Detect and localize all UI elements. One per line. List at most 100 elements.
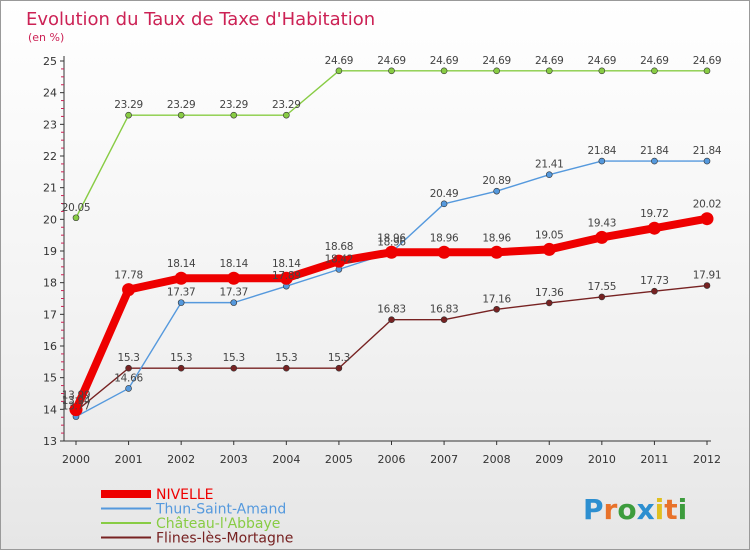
data-point	[283, 364, 290, 372]
data-point	[335, 67, 343, 75]
data-label: 15.3	[117, 352, 139, 364]
y-tick-label: 16	[43, 340, 57, 353]
data-label: 17.89	[272, 270, 301, 282]
data-label: 14.66	[114, 372, 143, 384]
logo-letter: i	[678, 493, 688, 526]
data-label: 18.14	[167, 258, 196, 270]
data-point	[230, 364, 238, 372]
x-tick-label: 2007	[430, 453, 458, 466]
x-tick-label: 2012	[693, 453, 721, 466]
data-point	[230, 111, 238, 119]
data-label: 21.84	[640, 145, 669, 157]
data-label: 17.36	[535, 287, 564, 299]
data-label: 23.29	[272, 99, 301, 111]
data-point	[177, 111, 185, 119]
data-point	[493, 305, 500, 313]
data-label: 13.99	[62, 390, 91, 402]
data-label: 13.77	[62, 401, 91, 413]
y-tick-label: 22	[43, 150, 57, 163]
data-point	[703, 282, 711, 289]
data-point	[388, 316, 395, 324]
data-point	[385, 245, 398, 259]
data-point	[651, 67, 658, 75]
data-label: 21.84	[588, 145, 617, 157]
data-label: 20.89	[482, 175, 511, 187]
data-label: 24.69	[640, 55, 669, 67]
y-tick-label: 17	[43, 308, 57, 321]
logo-letter: t	[664, 493, 677, 526]
data-point	[493, 187, 500, 195]
data-label: 21.84	[693, 145, 722, 157]
x-tick-label: 2003	[220, 453, 248, 466]
data-point	[227, 271, 241, 285]
data-point	[283, 111, 290, 119]
data-point	[598, 293, 606, 301]
data-point	[122, 283, 136, 297]
logo-letter: x	[637, 493, 655, 526]
x-tick-label: 2006	[378, 453, 406, 466]
data-label: 20.49	[430, 188, 459, 200]
data-point	[230, 299, 238, 306]
data-label: 20.05	[62, 202, 91, 214]
data-label: 16.83	[430, 304, 459, 316]
data-label: 19.05	[535, 229, 564, 241]
x-tick-label: 2010	[588, 453, 616, 466]
data-point	[332, 254, 346, 268]
y-tick-label: 21	[43, 182, 57, 195]
data-label: 15.3	[275, 352, 297, 364]
data-label: 19.43	[588, 217, 617, 229]
data-label: 17.78	[114, 270, 143, 282]
data-point	[440, 316, 448, 324]
data-label: 24.69	[588, 55, 617, 67]
proxiti-logo: Proxiti	[583, 493, 687, 526]
x-tick-label: 2001	[115, 453, 143, 466]
logo-letter: o	[617, 493, 636, 526]
y-tick-label: 20	[43, 213, 57, 226]
x-tick-label: 2002	[167, 453, 195, 466]
data-label: 18.42	[325, 253, 354, 265]
x-tick-label: 2008	[483, 453, 511, 466]
data-point	[545, 299, 553, 307]
data-label: 15.3	[170, 352, 192, 364]
data-point	[72, 214, 80, 222]
y-unit-label: (en %)	[28, 31, 64, 44]
y-tick-label: 15	[43, 372, 57, 385]
logo-letter: P	[583, 493, 604, 526]
data-point	[542, 242, 556, 256]
data-point	[703, 67, 711, 75]
y-tick-label: 23	[43, 118, 57, 131]
data-label: 15.3	[328, 352, 350, 364]
data-point	[651, 157, 658, 165]
logo-letter: r	[604, 493, 618, 526]
data-point	[545, 67, 553, 75]
data-point	[279, 271, 293, 285]
data-label: 17.37	[167, 287, 196, 299]
chart-title: Evolution du Taux de Taxe d'Habitation	[26, 9, 375, 30]
data-label: 23.29	[167, 99, 196, 111]
data-label: 24.69	[377, 55, 406, 67]
y-tick-label: 24	[43, 87, 57, 100]
y-tick-label: 18	[43, 277, 57, 290]
data-point	[177, 364, 185, 372]
data-label: 18.14	[219, 258, 248, 270]
x-tick-label: 2011	[640, 453, 668, 466]
data-point	[700, 212, 714, 226]
data-label: 24.69	[482, 55, 511, 67]
data-label: 24.69	[325, 55, 354, 67]
data-label: 17.37	[219, 287, 248, 299]
legend: NIVELLEThun-Saint-AmandChâteau-l'AbbayeF…	[101, 487, 293, 547]
data-point	[545, 171, 553, 178]
data-point	[388, 67, 395, 75]
data-point	[490, 245, 504, 259]
x-tick-label: 2000	[62, 453, 90, 466]
data-label: 17.16	[482, 293, 511, 305]
data-label: 18.96	[430, 232, 459, 244]
data-label: 18.96	[377, 232, 406, 244]
data-point	[125, 364, 132, 372]
data-point	[493, 67, 500, 75]
axes: 13 14 15 16 17 18 19 20 21 22 23 24 25 2000 2001 2002 20…	[43, 55, 721, 466]
data-label: 24.69	[693, 55, 722, 67]
data-label: 18.14	[272, 258, 301, 270]
